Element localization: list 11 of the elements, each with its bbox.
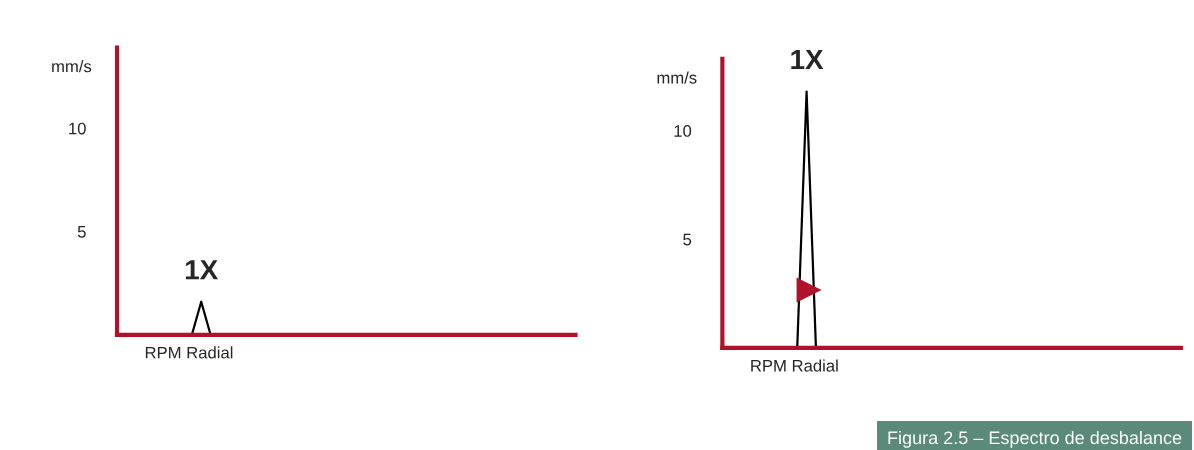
y-axis-title: mm/s [657, 71, 697, 84]
text: Figura 2.5 – Espectro de desbalance [888, 430, 1182, 448]
annotation: 1X [791, 49, 824, 70]
y-tick-label: 5 [77, 226, 86, 238]
annotation: 1X [185, 260, 218, 280]
x-axis-title: RPM Radial [751, 359, 838, 372]
y-tick-label: 5 [683, 233, 692, 246]
x-axis-title: RPM Radial [145, 346, 233, 359]
y-tick-label: 10 [69, 122, 86, 135]
y-tick-label: 10 [674, 125, 692, 137]
y-axis-title: mm/s [52, 60, 92, 73]
